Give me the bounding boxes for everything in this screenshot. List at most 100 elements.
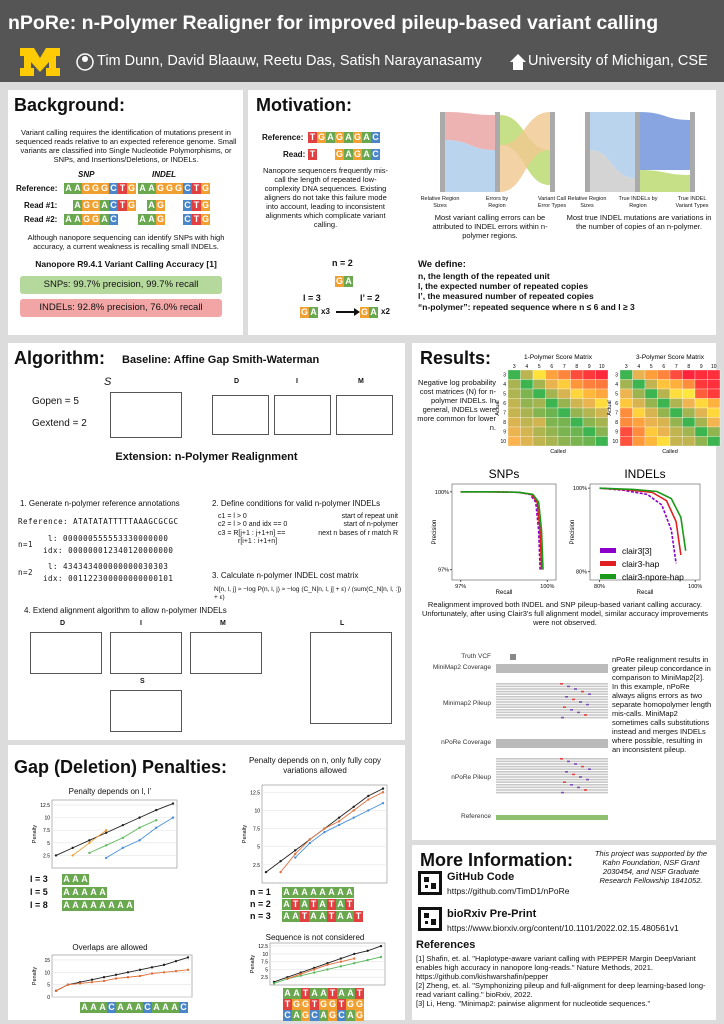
- x-axis-label: Recall: [496, 590, 513, 596]
- x-tick-label: 7: [675, 364, 678, 370]
- read-indel: [579, 701, 582, 703]
- read: [496, 765, 608, 768]
- row-label: l = 8: [30, 900, 48, 910]
- series-line: [55, 957, 189, 992]
- base: A: [147, 214, 156, 225]
- read: [496, 776, 608, 778]
- plot-frame: [51, 799, 178, 869]
- chart-title: Overlaps are allowed: [72, 943, 148, 952]
- subheading: Extension: n-Polymer Realignment: [115, 451, 298, 463]
- x-tick-label: 5: [538, 364, 541, 370]
- y-axis-label: Penalty: [250, 955, 256, 974]
- base: A: [318, 911, 327, 922]
- base: A: [318, 887, 327, 898]
- base: A: [319, 1010, 328, 1021]
- base: G: [353, 132, 362, 143]
- track-label: nPoRe Pileup: [451, 774, 491, 781]
- reference: [3] Li, Heng. "Minimap2: pairwise alignm…: [416, 999, 651, 1008]
- home-icon: [510, 54, 526, 70]
- truth-variant: [510, 654, 516, 660]
- x-tick-label: 6: [550, 364, 553, 370]
- y-axis-label: Penalty: [242, 825, 248, 844]
- base: A: [292, 1010, 301, 1021]
- base: A: [98, 887, 107, 898]
- x-tick-label: 5: [650, 364, 653, 370]
- y-tick-label: 2.5: [253, 863, 260, 869]
- text: Negative log probability cost matrices (…: [417, 378, 496, 432]
- chart-title: Penalty depends on n, only fully copy va…: [248, 756, 382, 775]
- base: A: [62, 874, 71, 885]
- base: A: [309, 307, 318, 318]
- track-label: Minimap2 Pileup: [443, 700, 491, 707]
- base: A: [116, 1002, 125, 1013]
- base: G: [328, 999, 337, 1010]
- conditions: c1 = l > 0 start of repeat unit c2 = l > …: [218, 513, 398, 547]
- n-label: n=1: [18, 540, 34, 549]
- read-indel: [586, 778, 589, 781]
- node: [495, 112, 500, 192]
- axis-label: Relative Region Sizes: [567, 196, 607, 209]
- track-label: Truth VCF: [461, 653, 491, 660]
- matrix-cell: [310, 632, 392, 724]
- base: A: [107, 900, 116, 911]
- base: A: [282, 887, 291, 898]
- base: A: [98, 900, 107, 911]
- y-axis-label: Precision: [570, 520, 576, 545]
- read: [496, 763, 608, 765]
- multiplier: x2: [381, 307, 390, 316]
- base: A: [138, 183, 147, 194]
- text: Realignment improved both INDEL and SNP …: [422, 600, 708, 627]
- base: T: [327, 899, 336, 910]
- heading: Motivation:: [256, 95, 352, 115]
- flow: [500, 112, 550, 192]
- base: A: [310, 988, 319, 999]
- read-indel: [560, 758, 563, 760]
- heading: Background:: [14, 95, 126, 115]
- base: A: [80, 900, 89, 911]
- base: A: [89, 1002, 98, 1013]
- text: Variant calling requires the identificat…: [15, 128, 237, 164]
- base: T: [327, 911, 336, 922]
- base: A: [116, 900, 125, 911]
- base: G: [328, 1010, 337, 1021]
- read-indel: [570, 709, 573, 711]
- base: A: [283, 988, 292, 999]
- row-label: Read #2:: [24, 215, 58, 224]
- read: [496, 758, 608, 760]
- axis-label: Relative Region Sizes: [420, 196, 460, 209]
- series-line: [72, 829, 107, 856]
- read-indel: [563, 781, 566, 783]
- sankey: [585, 112, 695, 192]
- base: T: [355, 988, 364, 999]
- snp-accuracy: SNPs: 99.7% precision, 99.7% recall: [20, 276, 222, 294]
- series-line: [273, 956, 382, 984]
- base: G: [335, 276, 344, 287]
- matrix-title: 1-Polymer Score Matrix: [524, 354, 593, 361]
- read: [496, 714, 608, 716]
- base: A: [362, 132, 371, 143]
- definitions: n, the length of the repeated unit l, th…: [418, 271, 635, 312]
- base: G: [201, 214, 210, 225]
- y-tick-label: 2.5: [43, 853, 50, 859]
- chart-title: INDELs: [624, 467, 665, 481]
- y-tick-label: 3: [503, 373, 506, 379]
- condition: c3 = R[j+1 : j+1+n] == next n bases of r …: [218, 530, 398, 538]
- matrix-cell: [30, 632, 102, 674]
- base: A: [71, 900, 80, 911]
- accuracy-title: Nanopore R9.4.1 Variant Calling Accuracy…: [35, 259, 217, 269]
- base: T: [337, 999, 346, 1010]
- base: A: [98, 1002, 107, 1013]
- link[interactable]: https://github.com/TimD1/nPoRe: [447, 886, 570, 896]
- link[interactable]: https://www.biorxiv.org/content/10.1101/…: [447, 923, 679, 933]
- x-tick-label: 10: [599, 364, 605, 370]
- track-label: Reference: [461, 813, 491, 820]
- row-label: n = 3: [250, 911, 271, 921]
- definition: n, the length of the repeated unit: [418, 271, 550, 281]
- base: A: [152, 1002, 161, 1013]
